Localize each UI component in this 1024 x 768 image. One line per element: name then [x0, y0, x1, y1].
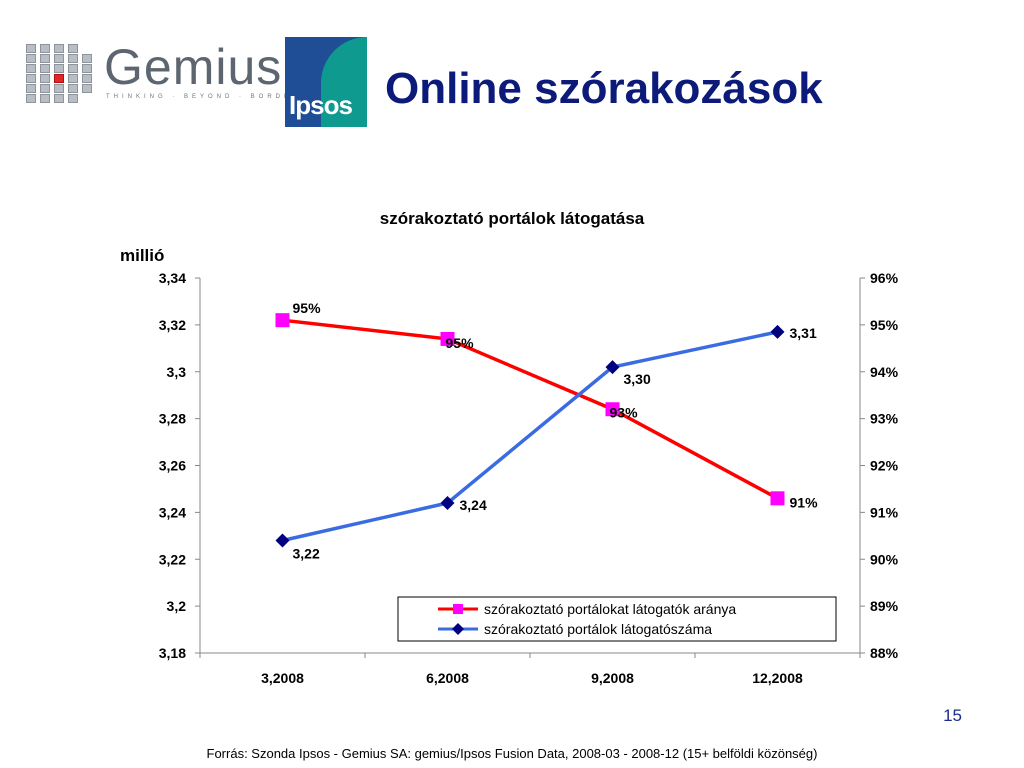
data-point-marker — [275, 533, 290, 548]
ipsos-logo-wordmark: Ipsos — [289, 90, 353, 120]
gemius-logo-wordmark: Gemius — [104, 39, 283, 95]
right-axis-tick-label: 89% — [870, 598, 899, 614]
series-line-2 — [282, 330, 778, 543]
data-point-marker — [440, 496, 455, 510]
x-axis-tick-label: 12,2008 — [752, 670, 803, 686]
gemius-grid-icon — [26, 44, 102, 104]
data-label: 3,24 — [460, 497, 487, 513]
data-point-marker — [770, 324, 785, 339]
legend-marker — [452, 623, 464, 635]
right-axis-tick-label: 92% — [870, 458, 899, 474]
data-point-marker — [605, 360, 620, 375]
data-label: 93% — [610, 404, 639, 420]
right-axis-tick-label: 96% — [870, 270, 899, 286]
data-label: 3,22 — [293, 546, 320, 562]
legend-marker — [453, 604, 463, 614]
page-title: Online szórakozások — [385, 64, 823, 113]
data-point-marker — [440, 331, 455, 346]
left-axis-unit-label: millió — [120, 246, 165, 265]
left-axis-tick-label: 3,2 — [167, 598, 187, 614]
gemius-logo: Gemius THINKING · BEYOND · BORDERS — [26, 39, 304, 106]
data-point-marker — [275, 313, 290, 328]
data-label: 95% — [446, 335, 475, 351]
right-axis-tick-label: 91% — [870, 504, 899, 520]
left-axis-tick-label: 3,28 — [159, 411, 186, 427]
series-line-1 — [282, 318, 779, 500]
x-axis-tick-label: 9,2008 — [591, 670, 634, 686]
right-axis-tick-label: 93% — [870, 411, 899, 427]
legend-label: szórakoztató portálokat látogatók aránya — [484, 601, 736, 617]
legend-box — [397, 596, 837, 642]
left-axis-tick-label: 3,22 — [159, 551, 186, 567]
ipsos-logo: Ipsos — [285, 37, 367, 127]
data-label: 3,30 — [624, 371, 651, 387]
data-label: 91% — [790, 494, 819, 510]
right-axis-tick-label: 88% — [870, 645, 899, 661]
legend-label: szórakoztató portálok látogatószáma — [484, 621, 712, 637]
left-axis-tick-label: 3,32 — [159, 317, 186, 333]
left-axis-tick-label: 3,24 — [159, 504, 186, 520]
right-axis-tick-label: 94% — [870, 364, 899, 380]
left-axis-tick-label: 3,34 — [159, 270, 186, 286]
data-point-marker — [605, 402, 620, 417]
gemius-logo-tagline: THINKING · BEYOND · BORDERS — [106, 94, 309, 100]
left-axis-tick-label: 3,3 — [167, 364, 187, 380]
right-axis-tick-label: 90% — [870, 551, 899, 567]
source-note: Forrás: Szonda Ipsos - Gemius SA: gemius… — [206, 746, 818, 761]
slide-number: 15 — [943, 706, 962, 725]
x-axis-tick-label: 3,2008 — [261, 670, 304, 686]
right-axis-tick-label: 95% — [870, 317, 899, 333]
data-point-marker — [770, 491, 785, 506]
left-axis-tick-label: 3,18 — [159, 645, 186, 661]
left-axis-tick-label: 3,26 — [159, 458, 186, 474]
chart-title: szórakoztató portálok látogatása — [379, 209, 645, 228]
data-label: 3,31 — [790, 325, 817, 341]
data-label: 95% — [293, 300, 322, 316]
x-axis-tick-label: 6,2008 — [426, 670, 469, 686]
